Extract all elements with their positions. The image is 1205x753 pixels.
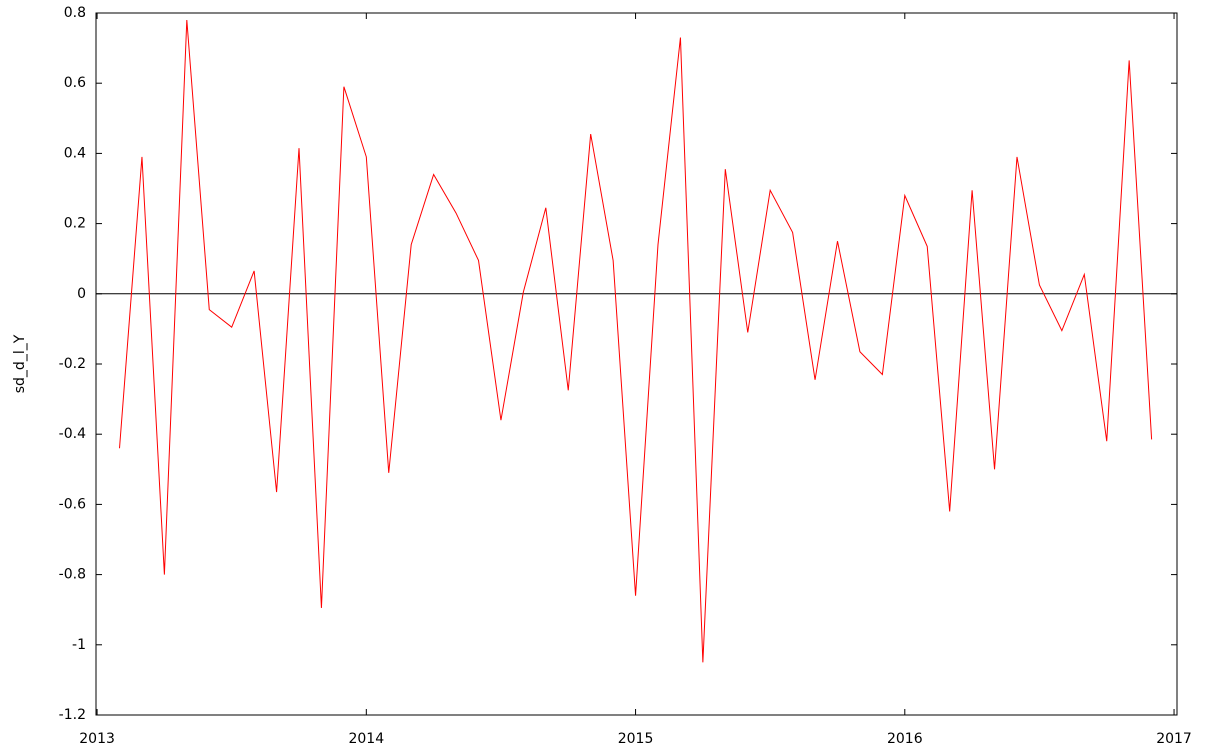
y-tick-label: 0.4 <box>64 145 86 161</box>
y-tick-label: -0.4 <box>59 426 86 442</box>
y-tick-label: -1.2 <box>59 707 86 723</box>
x-tick-label: 2016 <box>887 731 923 747</box>
plot-frame <box>95 12 1178 716</box>
y-tick-label: -0.8 <box>59 567 86 583</box>
y-tick-label: -0.6 <box>59 496 86 512</box>
y-tick-label: 0 <box>77 286 86 302</box>
y-tick-label: 0.2 <box>64 216 86 232</box>
x-tick-label: 2017 <box>1156 731 1192 747</box>
y-tick-label: -1 <box>72 637 86 653</box>
x-tick-label: 2014 <box>348 731 384 747</box>
y-axis-label: sd_d_l_Y <box>12 334 28 393</box>
x-tick-label: 2015 <box>618 731 654 747</box>
x-tick-label: 2013 <box>79 731 115 747</box>
data-line <box>119 19 1153 663</box>
y-tick-label: -0.2 <box>59 356 86 372</box>
y-tick-label: 0.8 <box>64 5 86 21</box>
y-tick-label: 0.6 <box>64 75 86 91</box>
